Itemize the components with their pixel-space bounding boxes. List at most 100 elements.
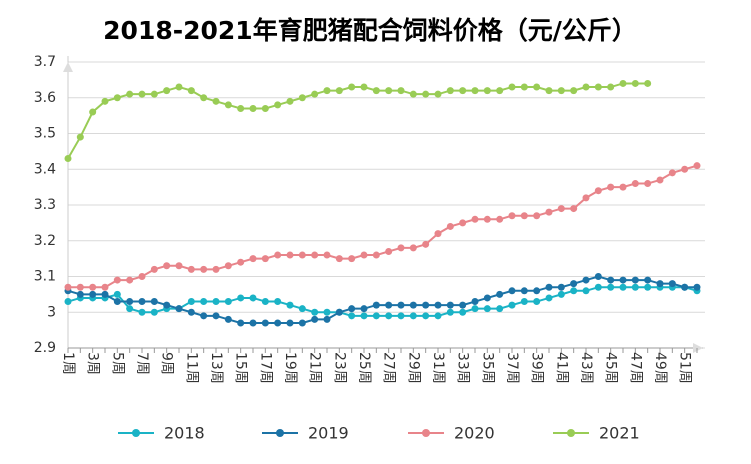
data-point	[459, 301, 467, 309]
legend-marker	[422, 429, 430, 437]
y-tick-label: 3.1	[34, 269, 56, 285]
data-point	[113, 276, 121, 284]
data-point	[163, 262, 171, 270]
legend-label: 2019	[308, 424, 349, 443]
data-point	[360, 251, 368, 259]
data-point	[261, 104, 269, 112]
data-point	[582, 287, 590, 295]
data-point	[286, 97, 294, 105]
x-tick-label: 15周	[233, 352, 249, 384]
data-point	[138, 298, 146, 306]
data-point	[409, 244, 417, 252]
data-point	[64, 155, 72, 163]
data-point	[644, 283, 652, 291]
y-tick-label: 3.5	[34, 126, 56, 142]
data-point	[508, 287, 516, 295]
data-point	[545, 208, 553, 216]
data-point	[286, 301, 294, 309]
data-point	[175, 262, 183, 270]
data-point	[360, 305, 368, 313]
data-point	[261, 319, 269, 327]
data-point	[607, 283, 615, 291]
data-point	[385, 312, 393, 320]
data-point	[385, 301, 393, 309]
x-tick-label: 37周	[504, 352, 520, 384]
data-point	[557, 205, 565, 213]
data-point	[570, 205, 578, 213]
data-point	[187, 298, 195, 306]
data-point	[496, 215, 504, 223]
data-point	[545, 283, 553, 291]
x-tick-label: 47周	[627, 352, 643, 384]
data-point	[545, 294, 553, 302]
data-point	[446, 87, 454, 95]
data-point	[89, 283, 97, 291]
data-point	[631, 283, 639, 291]
y-tick-label: 3.7	[34, 54, 56, 70]
data-point	[323, 251, 331, 259]
x-tick-label: 13周	[208, 352, 224, 384]
x-tick-label: 31周	[430, 352, 446, 384]
data-point	[594, 273, 602, 280]
x-tick-label: 35周	[479, 352, 495, 384]
data-point	[422, 301, 430, 309]
data-point	[261, 298, 269, 306]
data-point	[335, 255, 343, 263]
data-point	[607, 276, 615, 284]
data-point	[200, 312, 208, 320]
data-point	[298, 251, 306, 259]
data-point	[372, 87, 380, 95]
data-point	[224, 262, 232, 270]
data-point	[237, 319, 245, 327]
data-point	[138, 90, 146, 98]
data-point	[619, 283, 627, 291]
data-point	[249, 104, 257, 112]
data-point	[459, 308, 467, 316]
data-point	[212, 312, 220, 320]
data-point	[224, 315, 232, 323]
data-point	[397, 244, 405, 252]
data-point	[150, 298, 158, 306]
data-point	[224, 298, 232, 306]
data-point	[200, 298, 208, 306]
data-point	[520, 83, 528, 91]
data-point	[533, 212, 541, 220]
x-tick-label: 9周	[159, 352, 175, 375]
x-tick-label: 11周	[183, 352, 199, 384]
data-point	[582, 276, 590, 284]
data-point	[175, 305, 183, 313]
data-point	[311, 308, 319, 316]
data-point	[200, 94, 208, 102]
data-point	[385, 87, 393, 95]
data-point	[187, 308, 195, 316]
data-point	[212, 298, 220, 306]
x-tick-label: 17周	[257, 352, 273, 384]
data-point	[286, 251, 294, 259]
data-point	[274, 319, 282, 327]
x-tick-label: 41周	[553, 352, 569, 384]
data-point	[496, 290, 504, 298]
data-point	[631, 276, 639, 284]
data-point	[619, 276, 627, 284]
data-point	[656, 176, 664, 184]
data-point	[138, 308, 146, 316]
data-point	[311, 315, 319, 323]
data-point	[557, 87, 565, 95]
data-point	[212, 265, 220, 273]
data-point	[212, 97, 220, 105]
data-point	[372, 251, 380, 259]
data-point	[594, 187, 602, 195]
data-point	[582, 194, 590, 202]
data-point	[311, 251, 319, 259]
data-point	[335, 308, 343, 316]
data-point	[668, 280, 676, 288]
data-point	[508, 212, 516, 220]
x-tick-label: 25周	[356, 352, 372, 384]
data-point	[237, 258, 245, 266]
data-point	[397, 312, 405, 320]
x-tick-label: 49周	[652, 352, 668, 384]
data-point	[446, 222, 454, 230]
data-point	[409, 301, 417, 309]
data-point	[76, 283, 84, 291]
